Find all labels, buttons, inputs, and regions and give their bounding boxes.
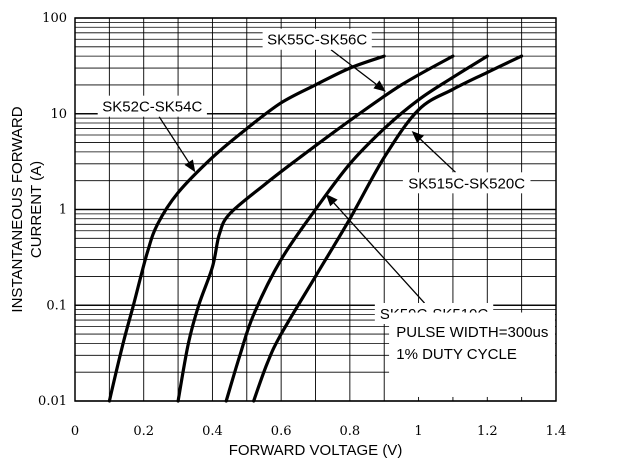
annotations: SK52C-SK54CSK55C-SK56CSK59C-SK510CSK515C…: [97, 28, 531, 325]
note-background: [389, 312, 555, 397]
annotation-label-bg: [402, 172, 531, 194]
series-group: [107, 54, 524, 403]
annotation-label-bg: [97, 95, 207, 117]
x-tick-label: 0.6: [271, 424, 292, 439]
x-tick-label: 1.2: [477, 424, 498, 439]
y-tick-labels: 0.01 0.1 1 10 100: [38, 11, 67, 409]
annotation-arrow-line: [330, 49, 377, 85]
y-tick-label: 10: [50, 107, 67, 122]
y-axis-label-line-2: CURRENT (A): [28, 161, 45, 258]
y-tick-label: 1: [59, 203, 67, 218]
arrowhead-icon: [325, 194, 338, 207]
x-tick-label: 1: [414, 424, 422, 439]
arrowhead-icon: [373, 80, 386, 92]
series-line-sk515c-sk520c: [252, 54, 524, 403]
annotation-sk515c-sk520c: SK515C-SK520C: [402, 131, 531, 194]
series-line-sk52c-sk54c: [107, 54, 386, 403]
series-line-sk55c-sk56c: [176, 54, 455, 403]
series-line-sk59c-sk510c: [224, 54, 489, 403]
annotation-label-bg: [262, 28, 372, 50]
series-label: SK52C-SK54C: [102, 99, 202, 116]
series-label: SK515C-SK520C: [408, 175, 525, 192]
y-tick-label: 0.01: [38, 394, 67, 409]
note-line: PULSE WIDTH=300us: [396, 324, 548, 341]
note-line: 1% DUTY CYCLE: [396, 346, 517, 363]
y-tick-label: 0.1: [46, 298, 67, 313]
annotation-sk55c-sk56c: SK55C-SK56C: [262, 28, 386, 92]
x-axis-label: FORWARD VOLTAGE (V): [229, 442, 403, 459]
arrowhead-icon: [184, 159, 196, 173]
x-tick-label: 0.2: [133, 424, 154, 439]
annotation-arrow-line: [333, 202, 426, 304]
annotation-sk52c-sk54c: SK52C-SK54C: [97, 95, 207, 173]
x-tick-label: 0.4: [202, 424, 223, 439]
annotation-arrow-line: [419, 138, 456, 173]
x-tick-label: 0.8: [340, 424, 361, 439]
x-tick-label: 0: [71, 424, 79, 439]
plot-frame: [74, 17, 557, 402]
annotation-arrow-line: [158, 116, 190, 163]
y-axis-label-line-1: INSTANTANEOUS FORWARD: [9, 106, 26, 312]
y-tick-label: 100: [42, 11, 67, 26]
x-tick-label: 1.4: [546, 424, 567, 439]
series-label: SK55C-SK56C: [267, 32, 367, 49]
arrowhead-icon: [411, 131, 424, 143]
pulse-note: PULSE WIDTH=300us 1% DUTY CYCLE: [389, 312, 555, 397]
x-tick-labels: 0 0.2 0.4 0.6 0.8 1 1.2 1.4: [71, 424, 566, 439]
